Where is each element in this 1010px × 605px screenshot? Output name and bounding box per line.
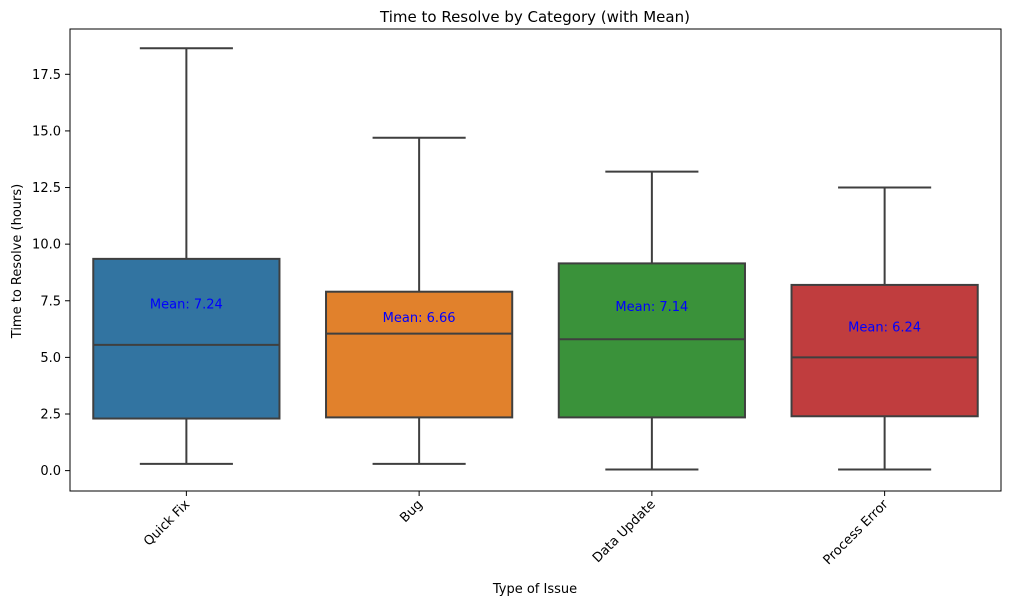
x-tick-label: Bug <box>397 497 426 526</box>
y-tick-label: 7.5 <box>40 294 61 309</box>
plot-area: Mean: 7.24 Mean: 6.66 Mean: 7.14 Mean: 6.24… <box>32 28 1002 568</box>
x-tick-label: Process Error <box>821 497 892 568</box>
box-process-error <box>790 283 979 418</box>
box-data-update <box>557 262 746 419</box>
y-tick-label: 12.5 <box>32 181 61 196</box>
box-quick-fix <box>92 257 281 420</box>
y-tick-label: 5.0 <box>40 351 61 366</box>
y-tick-label: 17.5 <box>32 68 61 83</box>
x-tick-label: Quick Fix <box>141 497 193 549</box>
mean-label: Mean: 6.66 <box>383 311 456 326</box>
y-tick-label: 15.0 <box>32 124 61 139</box>
chart-title: Time to Resolve by Category (with Mean) <box>379 8 690 26</box>
mean-label: Mean: 6.24 <box>848 320 921 335</box>
x-tick-label: Data Update <box>590 497 659 566</box>
y-tick-label: 0.0 <box>40 464 61 479</box>
x-axis-label: Type of Issue <box>492 582 577 597</box>
y-tick-label: 10.0 <box>32 238 61 253</box>
mean-label: Mean: 7.24 <box>150 298 223 313</box>
mean-label: Mean: 7.14 <box>615 300 688 315</box>
plot-frame <box>69 28 1002 492</box>
box-bug <box>325 290 514 419</box>
y-axis-label: Time to Resolve (hours) <box>10 184 25 339</box>
y-tick-label: 2.5 <box>40 408 61 423</box>
